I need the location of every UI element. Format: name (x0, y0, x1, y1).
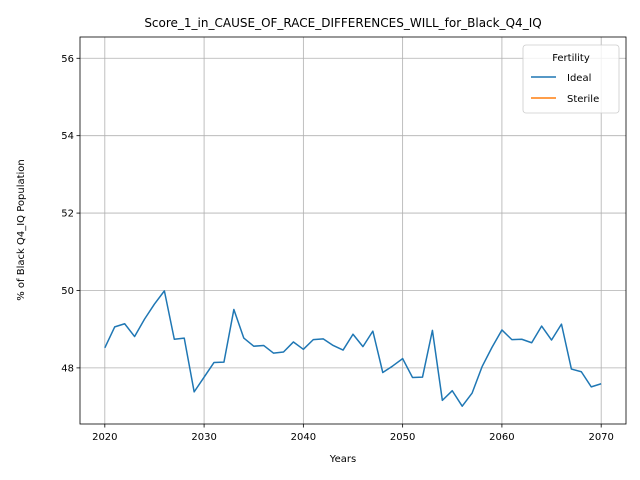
x-axis-label: Years (329, 454, 356, 465)
legend-title: Fertility (552, 53, 590, 64)
x-tick-label: 2060 (489, 432, 514, 443)
y-axis-label: % of Black Q4_IQ Population (16, 159, 27, 301)
legend: Fertility Ideal Sterile (523, 45, 619, 113)
y-tick-label: 56 (61, 54, 74, 65)
y-tick-label: 54 (61, 131, 74, 142)
x-tick-label: 2050 (390, 432, 415, 443)
legend-label-ideal: Ideal (567, 73, 591, 84)
chart-title: Score_1_in_CAUSE_OF_RACE_DIFFERENCES_WIL… (144, 16, 541, 30)
y-tick-label: 52 (61, 209, 74, 220)
y-tick-label: 50 (61, 286, 74, 297)
y-tick-label: 48 (61, 363, 74, 374)
legend-label-sterile: Sterile (567, 94, 599, 105)
x-tick-label: 2030 (191, 432, 216, 443)
x-tick-label: 2070 (588, 432, 613, 443)
x-tick-label: 2020 (92, 432, 117, 443)
x-tick-label: 2040 (291, 432, 316, 443)
